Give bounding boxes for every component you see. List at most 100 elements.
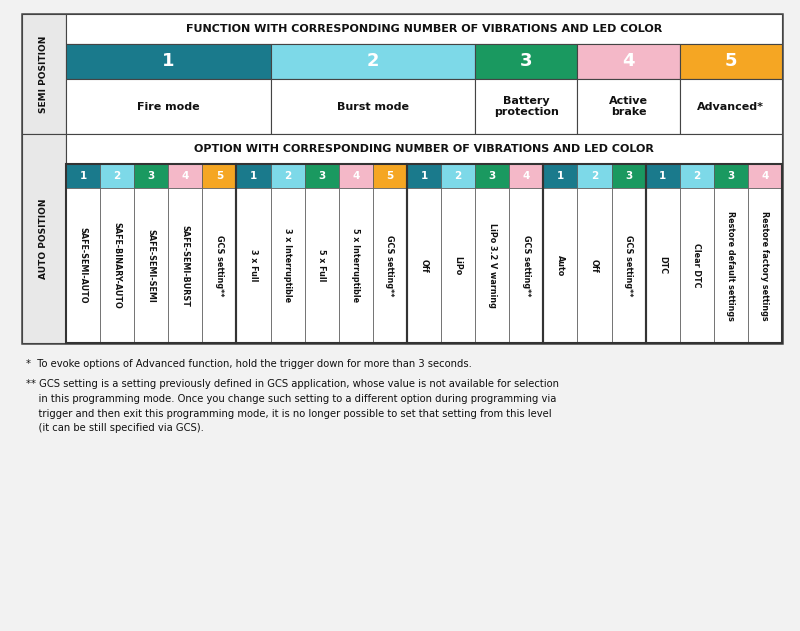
Bar	[578, 164, 611, 188]
Text: 5: 5	[725, 52, 737, 71]
Text: ** GCS setting is a setting previously defined in GCS application, whose value i: ** GCS setting is a setting previously d…	[26, 379, 559, 433]
Text: 5: 5	[386, 171, 394, 181]
Text: 1: 1	[79, 171, 86, 181]
Bar	[407, 188, 441, 343]
Text: 1: 1	[162, 52, 174, 71]
Text: Auto: Auto	[556, 255, 565, 276]
Text: Fire mode: Fire mode	[137, 102, 199, 112]
Text: 2: 2	[366, 52, 379, 71]
Bar	[22, 14, 66, 134]
Text: 2: 2	[114, 171, 121, 181]
Bar	[66, 14, 782, 44]
Bar	[237, 188, 270, 343]
Bar	[748, 188, 782, 343]
Text: GCS setting**: GCS setting**	[215, 235, 224, 296]
Text: SAFE-SEMI-AUTO: SAFE-SEMI-AUTO	[78, 227, 87, 304]
Text: GCS setting**: GCS setting**	[624, 235, 633, 296]
Bar	[270, 79, 475, 134]
Bar	[543, 164, 646, 343]
Text: 1: 1	[250, 171, 257, 181]
Text: 3: 3	[489, 171, 496, 181]
Bar	[475, 79, 578, 134]
Bar	[338, 188, 373, 343]
Text: GCS setting**: GCS setting**	[386, 235, 394, 296]
Bar	[578, 188, 611, 343]
Bar	[168, 188, 202, 343]
Bar	[22, 14, 782, 343]
Text: 3: 3	[727, 171, 734, 181]
Text: SAFE-SEMI-SEMI: SAFE-SEMI-SEMI	[146, 228, 156, 302]
Text: GCS setting**: GCS setting**	[522, 235, 530, 296]
Bar	[66, 44, 270, 79]
Text: *  To evoke options of Advanced function, hold the trigger down for more than 3 : * To evoke options of Advanced function,…	[26, 359, 472, 369]
Text: 2: 2	[693, 171, 700, 181]
Bar	[646, 164, 782, 343]
Bar	[510, 164, 543, 188]
Text: SAFE-SEMI-BURST: SAFE-SEMI-BURST	[181, 225, 190, 307]
Bar	[134, 164, 168, 188]
Text: 5 x Full: 5 x Full	[318, 249, 326, 281]
Text: AUTO POSITION: AUTO POSITION	[39, 198, 49, 279]
Text: FUNCTION WITH CORRESPONDING NUMBER OF VIBRATIONS AND LED COLOR: FUNCTION WITH CORRESPONDING NUMBER OF VI…	[186, 24, 662, 34]
Bar	[714, 164, 748, 188]
Text: Active
brake: Active brake	[609, 96, 648, 117]
Bar	[66, 164, 237, 343]
Bar	[680, 164, 714, 188]
Text: 5 x Interruptible: 5 x Interruptible	[351, 228, 360, 302]
Text: Off: Off	[590, 259, 599, 273]
Text: Off: Off	[419, 259, 429, 273]
Text: Battery
protection: Battery protection	[494, 96, 558, 117]
Text: Burst mode: Burst mode	[337, 102, 409, 112]
Text: 3: 3	[625, 171, 632, 181]
Text: Clear DTC: Clear DTC	[692, 243, 702, 288]
Bar	[441, 164, 475, 188]
Text: LiPo: LiPo	[454, 256, 462, 275]
Bar	[611, 164, 646, 188]
Text: 2: 2	[454, 171, 462, 181]
Text: 3: 3	[148, 171, 155, 181]
Bar	[66, 164, 100, 188]
Text: 2: 2	[284, 171, 291, 181]
Bar	[510, 188, 543, 343]
Bar	[66, 79, 270, 134]
Bar	[646, 188, 680, 343]
Bar	[270, 164, 305, 188]
Text: 1: 1	[557, 171, 564, 181]
Text: LiPo 3.2 V warning: LiPo 3.2 V warning	[488, 223, 497, 308]
Bar	[373, 188, 407, 343]
Text: 1: 1	[420, 171, 428, 181]
Bar	[680, 188, 714, 343]
Bar	[475, 164, 510, 188]
Text: 4: 4	[352, 171, 359, 181]
Bar	[578, 44, 680, 79]
Bar	[543, 164, 578, 188]
Bar	[22, 134, 66, 343]
Bar	[168, 164, 202, 188]
Text: 3 x Full: 3 x Full	[249, 249, 258, 281]
Bar	[237, 164, 270, 188]
Bar	[66, 188, 100, 343]
Text: 2: 2	[591, 171, 598, 181]
Text: 4: 4	[622, 52, 635, 71]
Bar	[237, 164, 407, 343]
Bar	[680, 79, 782, 134]
Bar	[475, 188, 510, 343]
Bar	[100, 164, 134, 188]
Bar	[407, 164, 441, 188]
Text: 4: 4	[762, 171, 769, 181]
Bar	[100, 188, 134, 343]
Text: 4: 4	[522, 171, 530, 181]
Bar	[543, 188, 578, 343]
Text: SAFE-BINARY-AUTO: SAFE-BINARY-AUTO	[113, 222, 122, 309]
Text: 3: 3	[318, 171, 326, 181]
Bar	[202, 188, 237, 343]
Text: Advanced*: Advanced*	[698, 102, 764, 112]
Text: SEMI POSITION: SEMI POSITION	[39, 35, 49, 113]
Text: OPTION WITH CORRESPONDING NUMBER OF VIBRATIONS AND LED COLOR: OPTION WITH CORRESPONDING NUMBER OF VIBR…	[194, 144, 654, 154]
Bar	[680, 44, 782, 79]
Text: DTC: DTC	[658, 256, 667, 274]
Text: 3: 3	[520, 52, 533, 71]
Bar	[270, 44, 475, 79]
Bar	[714, 188, 748, 343]
Bar	[646, 164, 680, 188]
